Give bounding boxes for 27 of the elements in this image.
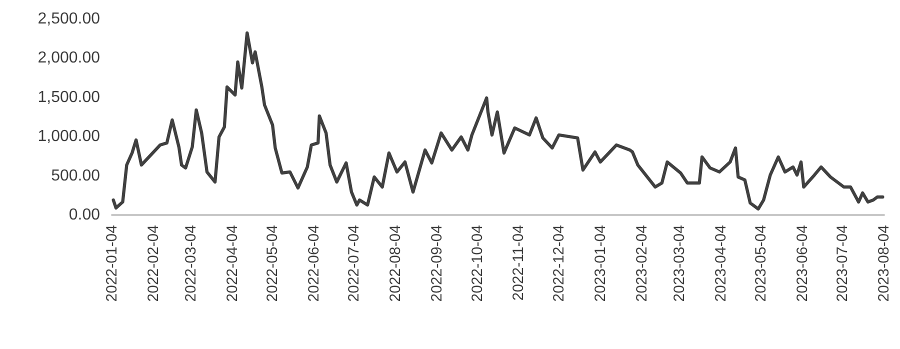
y-tick-label: 2,000.00: [38, 50, 100, 67]
x-tick-label: 2022-12-04: [550, 225, 568, 302]
x-tick-label: 2022-01-04: [104, 225, 120, 302]
x-tick-label: 2023-08-04: [876, 225, 892, 302]
y-tick-label: 0.00: [68, 206, 100, 224]
x-tick-label: 2023-04-04: [712, 225, 730, 302]
x-tick-label: 2022-11-04: [510, 225, 528, 301]
x-tick-label: 2022-10-04: [468, 225, 486, 302]
x-tick-label: 2023-02-04: [633, 225, 650, 302]
x-tick-label: 2022-06-04: [306, 225, 323, 302]
y-tick-label: 1,500.00: [38, 88, 100, 106]
x-tick-label: 2022-09-04: [428, 225, 446, 302]
x-tick-label: 2022-02-04: [144, 225, 162, 302]
x-tick-label: 2023-07-04: [834, 225, 852, 302]
x-tick-label: 2023-06-04: [794, 225, 811, 302]
x-tick-label: 2023-01-04: [592, 225, 609, 302]
x-tick-label: 2023-05-04: [752, 225, 770, 302]
x-tick-label: 2023-03-04: [670, 225, 688, 302]
x-tick-label: 2022-05-04: [264, 225, 282, 302]
y-tick-label: 1,000.00: [38, 128, 100, 146]
line-series: [112, 31, 884, 211]
y-tick-label: 500.00: [51, 167, 100, 184]
x-tick-label: 2022-08-04: [387, 225, 404, 302]
y-tick-label: 2,500.00: [38, 10, 100, 28]
x-tick-label: 2022-03-04: [182, 225, 200, 302]
x-tick-label: 2022-04-04: [224, 225, 241, 302]
x-tick-label: 2022-07-04: [346, 225, 363, 302]
